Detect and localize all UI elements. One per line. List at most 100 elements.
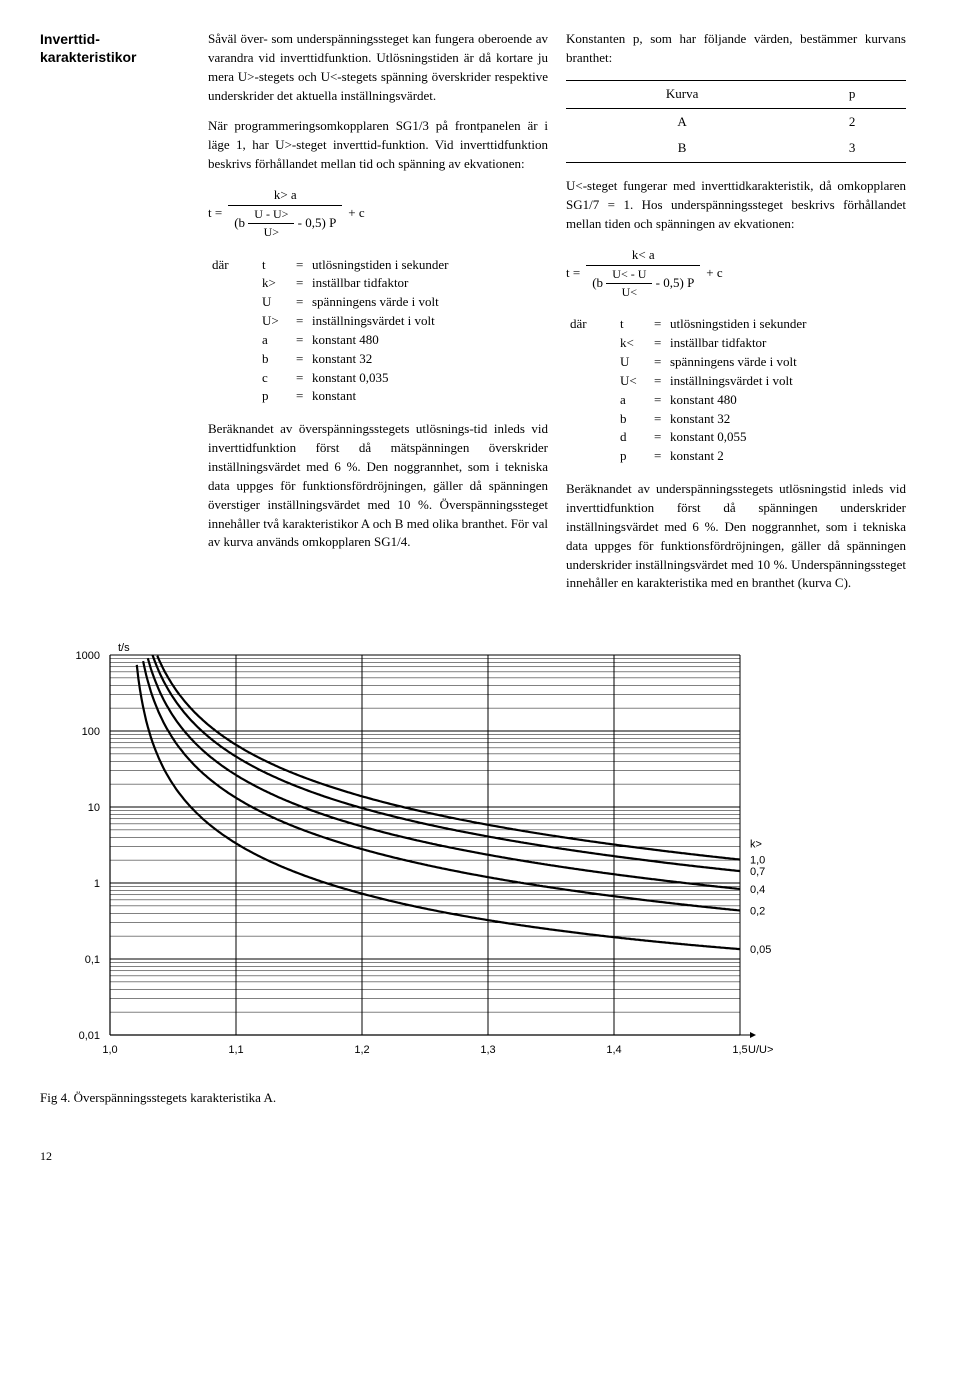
where-symbol: b: [620, 410, 654, 429]
eq-lhs: t =: [208, 204, 222, 223]
where-symbol: a: [620, 391, 654, 410]
eq-den: (b U< - UU< - 0,5) P: [586, 266, 700, 302]
table-cell: 3: [798, 135, 906, 162]
heading-column: Inverttid-karakteristikor: [40, 30, 190, 605]
where-symbol: p: [262, 387, 296, 406]
equals-sign: =: [654, 372, 670, 391]
table-header: Kurva: [566, 80, 798, 108]
equals-sign: =: [296, 387, 312, 406]
where-desc: inställningsvärdet i volt: [312, 312, 548, 331]
page-number: 12: [40, 1148, 920, 1165]
where-row: p=konstant 2: [566, 447, 906, 466]
where-desc: konstant 0,055: [670, 428, 906, 447]
where-symbol: d: [620, 428, 654, 447]
where-lead: [566, 391, 620, 410]
where-lead: [208, 350, 262, 369]
where-desc: inställningsvärdet i volt: [670, 372, 906, 391]
equals-sign: =: [296, 274, 312, 293]
where-desc: spänningens värde i volt: [670, 353, 906, 372]
para: Beräknandet av överspänningsstegets utlö…: [208, 420, 548, 552]
eq-den: (b U - U>U> - 0,5) P: [228, 206, 342, 242]
where-row: U=spänningens värde i volt: [208, 293, 548, 312]
where-symbol: k<: [620, 334, 654, 353]
section-heading: Inverttid-karakteristikor: [40, 30, 190, 66]
svg-text:0,7: 0,7: [750, 866, 765, 878]
where-desc: utlösningstiden i sekunder: [312, 256, 548, 275]
text-columns: Inverttid-karakteristikor Såväl över- so…: [40, 30, 920, 605]
svg-text:0,05: 0,05: [750, 944, 771, 956]
where-list-left: därt=utlösningstiden i sekunderk>=instäl…: [208, 256, 548, 407]
where-desc: konstant 2: [670, 447, 906, 466]
where-desc: konstant 32: [312, 350, 548, 369]
where-symbol: p: [620, 447, 654, 466]
svg-text:10: 10: [88, 802, 100, 814]
middle-column: Såväl över- som underspänningssteget kan…: [208, 30, 548, 605]
where-lead: [208, 387, 262, 406]
where-desc: konstant 480: [312, 331, 548, 350]
where-row: k<=inställbar tidfaktor: [566, 334, 906, 353]
equals-sign: =: [296, 369, 312, 388]
where-row: k>=inställbar tidfaktor: [208, 274, 548, 293]
eq-outer-frac: k> a (b U - U>U> - 0,5) P: [228, 186, 342, 242]
svg-text:0,2: 0,2: [750, 906, 765, 918]
equals-sign: =: [654, 315, 670, 334]
where-row: U<=inställningsvärdet i volt: [566, 372, 906, 391]
svg-text:0,4: 0,4: [750, 884, 765, 896]
eq-tail: + c: [348, 204, 364, 223]
where-lead: [566, 410, 620, 429]
equation-left: t = k> a (b U - U>U> - 0,5) P + c: [208, 186, 548, 242]
where-symbol: U: [620, 353, 654, 372]
where-symbol: t: [620, 315, 654, 334]
svg-text:1,2: 1,2: [354, 1044, 369, 1056]
where-lead: [208, 369, 262, 388]
svg-text:1,0: 1,0: [102, 1044, 117, 1056]
where-symbol: U: [262, 293, 296, 312]
where-row: a=konstant 480: [208, 331, 548, 350]
where-symbol: t: [262, 256, 296, 275]
where-symbol: U<: [620, 372, 654, 391]
figure-caption: Fig 4. Överspänningsstegets karakteristi…: [40, 1089, 920, 1108]
para: U<-steget fungerar med inverttidkarakter…: [566, 177, 906, 234]
where-desc: spänningens värde i volt: [312, 293, 548, 312]
where-lead: [566, 353, 620, 372]
kurva-table: Kurva p A 2 B 3: [566, 80, 906, 164]
eq-inner-frac: U< - UU<: [606, 266, 652, 302]
eq-lhs: t =: [566, 264, 580, 283]
equals-sign: =: [654, 334, 670, 353]
where-desc: inställbar tidfaktor: [312, 274, 548, 293]
table-cell: B: [566, 135, 798, 162]
equals-sign: =: [296, 331, 312, 350]
where-desc: utlösningstiden i sekunder: [670, 315, 906, 334]
eq-inner-frac: U - U>U>: [248, 206, 294, 242]
svg-text:1,4: 1,4: [606, 1044, 621, 1056]
svg-text:1000: 1000: [76, 650, 100, 662]
where-lead: [208, 312, 262, 331]
equals-sign: =: [654, 353, 670, 372]
equals-sign: =: [296, 293, 312, 312]
para: Konstanten p, som har följande värden, b…: [566, 30, 906, 68]
where-row: därt=utlösningstiden i sekunder: [208, 256, 548, 275]
eq-tail: + c: [706, 264, 722, 283]
table-row: B 3: [566, 135, 906, 162]
para: Beräknandet av underspänningsstegets utl…: [566, 480, 906, 593]
where-row: därt=utlösningstiden i sekunder: [566, 315, 906, 334]
svg-text:1: 1: [94, 878, 100, 890]
equals-sign: =: [654, 391, 670, 410]
eq-outer-frac: k< a (b U< - UU< - 0,5) P: [586, 246, 700, 302]
where-lead: [208, 293, 262, 312]
para: Såväl över- som underspänningssteget kan…: [208, 30, 548, 105]
where-lead: där: [566, 315, 620, 334]
where-desc: konstant: [312, 387, 548, 406]
table-cell: A: [566, 108, 798, 135]
table-header: p: [798, 80, 906, 108]
where-desc: konstant 0,035: [312, 369, 548, 388]
equals-sign: =: [654, 410, 670, 429]
equals-sign: =: [296, 256, 312, 275]
equals-sign: =: [296, 350, 312, 369]
eq-num: k> a: [228, 186, 342, 206]
svg-text:U/U>: U/U>: [748, 1044, 773, 1056]
where-symbol: c: [262, 369, 296, 388]
where-lead: [566, 334, 620, 353]
svg-text:100: 100: [82, 726, 100, 738]
where-symbol: k>: [262, 274, 296, 293]
